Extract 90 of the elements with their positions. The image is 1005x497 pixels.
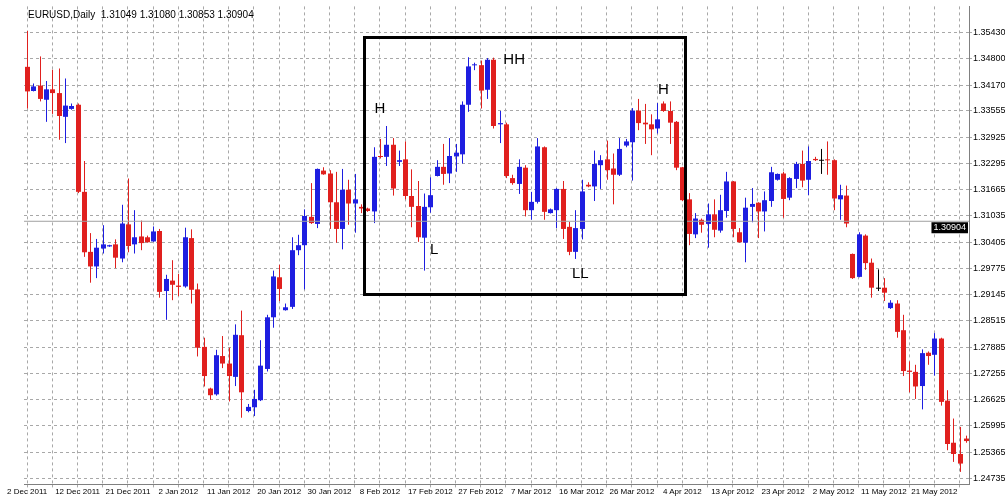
candlestick [126, 178, 131, 253]
candlestick [94, 238, 99, 279]
candlestick [409, 168, 414, 228]
candlestick [441, 143, 446, 186]
x-tick-label: 11 Jan 2012 [207, 487, 252, 497]
candlestick [88, 232, 93, 284]
candlestick [447, 137, 452, 184]
x-tick-label: 20 Jan 2012 [257, 487, 302, 497]
y-tick-label: 1.27255 [973, 367, 1005, 378]
annotation: LL [571, 264, 589, 282]
candlestick [170, 259, 175, 301]
candlestick [636, 98, 641, 131]
candlestick [277, 264, 282, 302]
x-tick-label: 2 Dec 2011 [6, 487, 48, 497]
x-tick-label: 11 May 2012 [861, 487, 908, 497]
y-tick-label: 1.32295 [973, 157, 1005, 168]
candlestick [756, 201, 761, 239]
x-tick-label: 7 Mar 2012 [510, 487, 552, 497]
y-tick-label: 1.29775 [973, 262, 1005, 273]
x-tick-label: 23 Apr 2012 [761, 487, 806, 497]
candlestick [38, 55, 43, 102]
y-tick-label: 1.31035 [973, 210, 1005, 221]
candlestick [113, 238, 118, 269]
candlestick [762, 190, 767, 232]
candlestick [378, 138, 383, 160]
x-tick-label: 4 Apr 2012 [663, 487, 703, 497]
candlestick [787, 176, 792, 201]
x-tick-label: 13 Apr 2012 [711, 487, 755, 497]
candlestick [882, 277, 887, 302]
chart-title: EURUSD,Daily 1.31049 1.31080 1.30853 1.30904 [28, 9, 255, 21]
x-tick-label: 21 Dec 2011 [105, 487, 151, 497]
y-tick-label: 1.35430 [973, 27, 1005, 38]
annotation: H [374, 99, 386, 117]
x-tick-label: 21 May 2012 [911, 487, 959, 497]
candlestick [573, 209, 578, 260]
candlestick [800, 150, 805, 188]
y-tick-label: 1.25995 [973, 420, 1005, 431]
x-tick-label: 26 Mar 2012 [609, 487, 655, 497]
candlestick [44, 80, 49, 123]
candlestick [346, 179, 351, 226]
candlestick [806, 145, 811, 196]
candlestick [517, 158, 522, 195]
candlestick [750, 187, 755, 223]
candlestick [825, 140, 830, 176]
candlestick [50, 69, 55, 115]
candlestick [932, 332, 937, 377]
x-tick-label: 16 Mar 2012 [559, 487, 605, 497]
candlestick [712, 198, 717, 238]
annotation: L [429, 239, 439, 257]
y-tick-label: 1.28515 [973, 315, 1005, 326]
x-tick-label: 27 Feb 2012 [458, 487, 504, 497]
annotation: H [658, 79, 669, 97]
candlestick [428, 176, 433, 214]
x-tick-label: 2 May 2012 [812, 487, 855, 497]
y-tick-label: 1.34800 [973, 53, 1005, 64]
x-tick-label: 12 Dec 2011 [55, 487, 101, 497]
annotation: HH [503, 49, 525, 67]
y-tick-label: 1.27885 [973, 341, 1005, 352]
x-tick-label: 17 Feb 2012 [407, 487, 454, 497]
candlestick [227, 347, 232, 402]
y-tick-label: 1.34170 [973, 79, 1005, 90]
candlestick [57, 67, 62, 141]
x-tick-label: 30 Jan 2012 [307, 487, 353, 497]
y-tick-label: 1.29145 [973, 289, 1005, 300]
y-tick-label: 1.30405 [973, 236, 1005, 247]
candlestick [706, 203, 711, 249]
candlestick [132, 209, 137, 255]
x-tick-label: 8 Feb 2012 [359, 487, 401, 497]
y-tick-label: 1.33555 [973, 105, 1005, 116]
candlestick [876, 268, 881, 292]
candlestick [655, 102, 660, 135]
y-tick-label: 1.31665 [973, 184, 1005, 195]
candlestick [296, 234, 301, 256]
y-tick-label: 1.24735 [973, 472, 1005, 483]
y-tick-label: 1.26625 [973, 394, 1005, 405]
candlestick [164, 274, 169, 321]
candlestick [384, 125, 389, 167]
candlestick [220, 335, 225, 369]
ref-line-label: 1.30904 [933, 222, 967, 233]
y-tick-label: 1.25365 [973, 446, 1005, 457]
candlestick [353, 173, 358, 234]
candlestick [794, 161, 799, 189]
candlestick [958, 426, 963, 473]
candlestick [913, 364, 918, 400]
y-tick-label: 1.32925 [973, 131, 1005, 142]
candlestick [819, 148, 824, 175]
candlestick [838, 184, 843, 221]
x-tick-label: 2 Jan 2012 [158, 487, 199, 497]
candlestick [649, 113, 654, 156]
candlestick [529, 191, 534, 221]
